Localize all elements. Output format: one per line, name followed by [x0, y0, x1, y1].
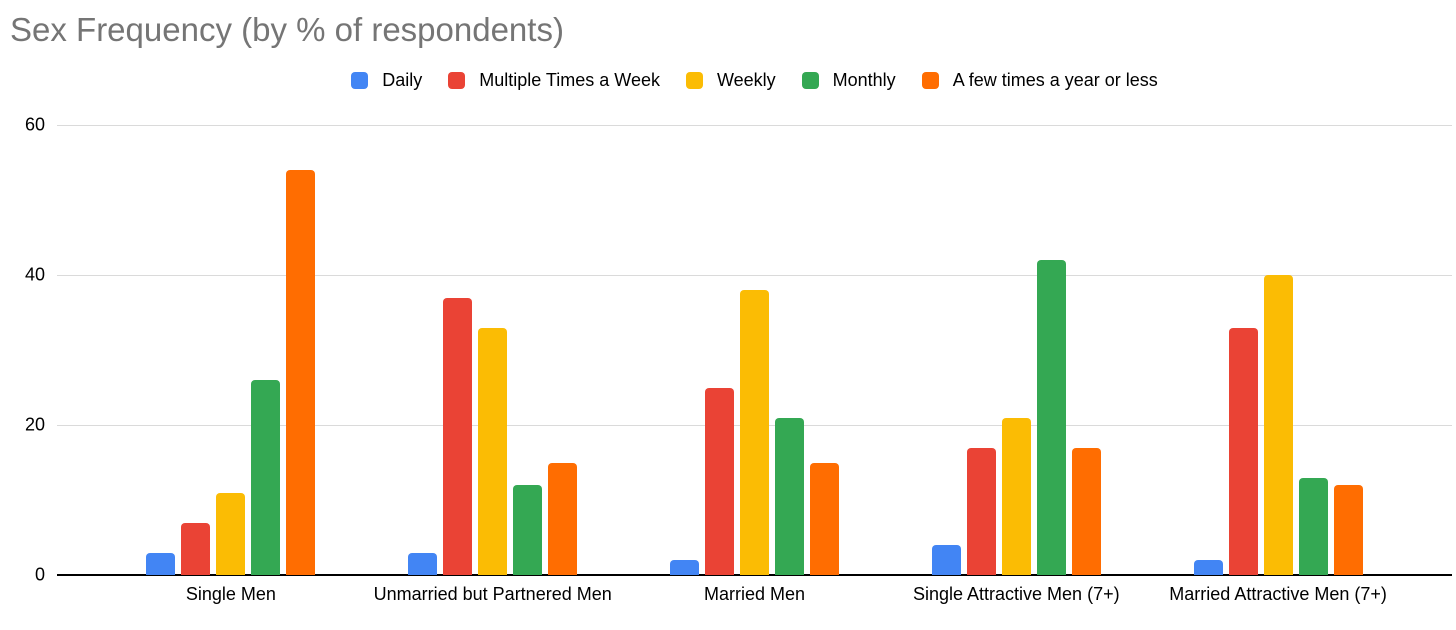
- bar: [1228, 327, 1258, 575]
- bar: [809, 462, 839, 575]
- y-axis-tick-label: 60: [24, 114, 45, 135]
- legend-swatch-icon: [448, 72, 466, 89]
- y-axis-tick-label: 0: [34, 564, 45, 585]
- bar: [774, 417, 804, 575]
- bar: [1298, 477, 1328, 575]
- legend-item: Daily: [351, 70, 422, 91]
- bar: [1036, 260, 1066, 575]
- gridline: [57, 274, 1452, 276]
- legend-item: Weekly: [685, 70, 776, 91]
- legend-label: Daily: [382, 70, 423, 90]
- x-axis-label: Unmarried but Partnered Men: [373, 584, 612, 604]
- bar: [478, 327, 508, 575]
- x-axis-label: Single Attractive Men (7+): [912, 584, 1120, 604]
- legend-swatch-icon: [921, 72, 939, 89]
- bar: [1193, 560, 1223, 575]
- plot-area: 0 20 40 60: [25, 115, 1452, 585]
- bar: [1071, 447, 1101, 575]
- bar: [1001, 417, 1031, 575]
- bar: [181, 522, 211, 575]
- legend-label: Monthly: [832, 70, 896, 90]
- bar-group: [146, 125, 316, 575]
- y-axis-tick-label: 40: [24, 264, 45, 285]
- bar-groups: [57, 125, 1452, 575]
- legend-label: A few times a year or less: [952, 70, 1158, 90]
- x-axis-labels: Single Men Unmarried but Partnered Men Mar…: [57, 584, 1452, 605]
- legend-item: A few times a year or less: [921, 70, 1158, 91]
- bar: [548, 462, 578, 575]
- bar: [146, 552, 176, 575]
- bar: [216, 492, 246, 575]
- legend-item: Multiple Times a Week: [448, 70, 660, 91]
- gridline: [57, 124, 1452, 126]
- bar: [443, 297, 473, 575]
- bar-group: [669, 125, 839, 575]
- legend-label: Weekly: [716, 70, 776, 90]
- bar: [669, 560, 699, 575]
- bar: [739, 290, 769, 575]
- y-axis-tick-label: 20: [24, 414, 45, 435]
- bar: [704, 387, 734, 575]
- x-axis-label: Married Men: [703, 584, 805, 604]
- bar: [513, 485, 543, 575]
- x-axis-label: Married Attractive Men (7+): [1169, 584, 1387, 604]
- bar-group: [1193, 125, 1363, 575]
- x-axis-label: Single Men: [185, 584, 276, 604]
- legend-swatch-icon: [685, 72, 703, 89]
- bar: [286, 170, 316, 575]
- bar: [966, 447, 996, 575]
- bar: [931, 545, 961, 575]
- bar: [408, 552, 438, 575]
- legend-label: Multiple Times a Week: [479, 70, 660, 90]
- chart-title: Sex Frequency (by % of respondents): [10, 11, 564, 48]
- chart-legend: Daily Multiple Times a Week Weekly Monthly A…: [57, 70, 1452, 91]
- bar: [1263, 275, 1293, 575]
- bar: [251, 380, 281, 575]
- legend-item: Monthly: [801, 70, 896, 91]
- legend-swatch-icon: [351, 72, 369, 89]
- bar-group: [931, 125, 1101, 575]
- bar-group: [408, 125, 578, 575]
- bar: [1333, 485, 1363, 575]
- x-axis-line: [57, 574, 1452, 576]
- legend-swatch-icon: [801, 72, 819, 89]
